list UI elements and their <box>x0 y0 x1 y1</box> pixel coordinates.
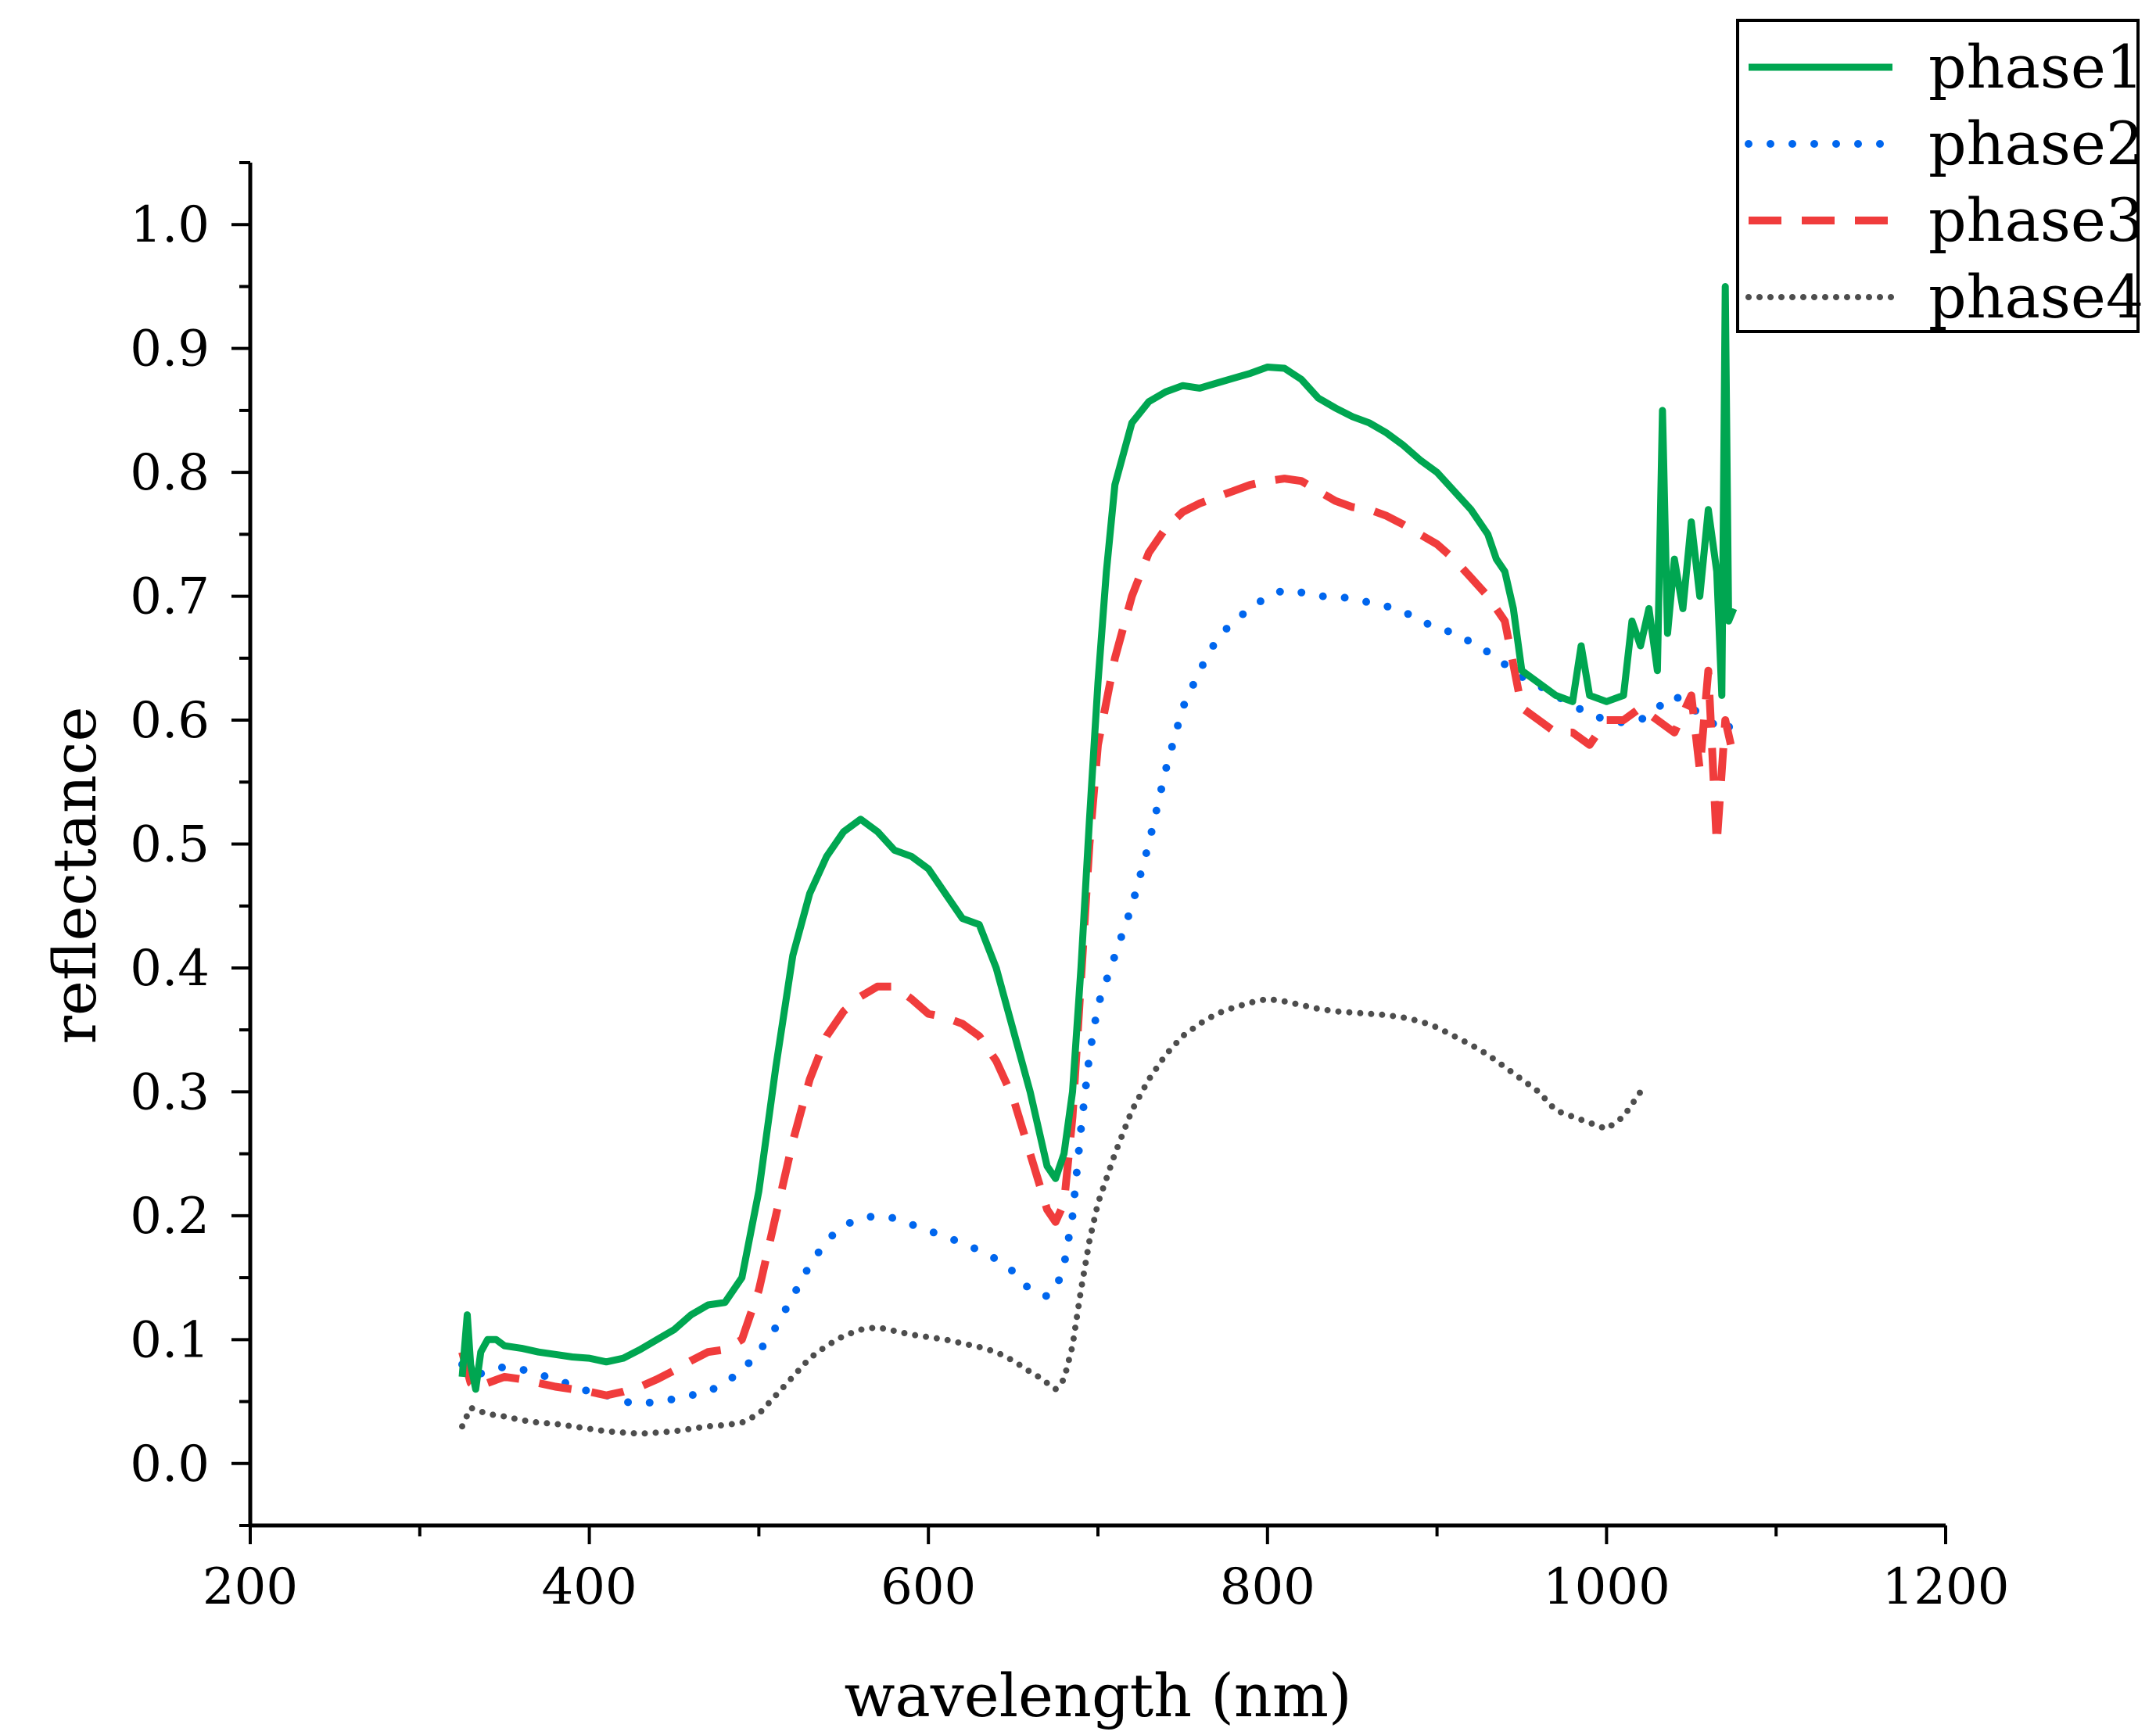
y-tick-label: 0.4 <box>130 940 210 998</box>
legend-label-phase4: phase4 <box>1928 262 2143 332</box>
x-tick-label: 1200 <box>1882 1558 2010 1616</box>
x-tick-label: 1000 <box>1543 1558 1670 1616</box>
series-line-phase3 <box>458 475 1738 1400</box>
legend-label-phase3: phase3 <box>1928 185 2143 255</box>
y-tick-label: 0.0 <box>130 1436 210 1493</box>
y-tick-label: 0.2 <box>130 1188 210 1246</box>
y-tick-label: 0.5 <box>130 816 210 874</box>
y-tick-label: 0.9 <box>130 321 210 378</box>
series-line-phase1 <box>458 283 1738 1393</box>
legend-label-phase1: phase1 <box>1928 32 2143 102</box>
y-tick-label: 1.0 <box>130 196 210 254</box>
legend-label-phase2: phase2 <box>1928 109 2143 178</box>
series-line-phase4 <box>459 995 1644 1437</box>
legend-box <box>1736 19 2140 333</box>
y-tick-label: 0.8 <box>130 444 210 502</box>
x-tick-label: 200 <box>203 1558 298 1616</box>
x-tick-label: 400 <box>542 1558 637 1616</box>
y-tick-label: 0.7 <box>130 568 210 626</box>
y-tick-label: 0.3 <box>130 1063 210 1121</box>
plot-area: 200 400 600 800 1000 1200 0.0 0.1 0.2 0.3 0.4 0.5 0.… <box>130 161 2010 1616</box>
y-axis-title: reflectance <box>40 707 109 1045</box>
ticks-layer: 200 400 600 800 1000 1200 0.0 0.1 0.2 0.3 0.4 0.5 0.… <box>130 161 2010 1616</box>
series-layer <box>458 283 1738 1437</box>
x-tick-label: 800 <box>1220 1558 1315 1616</box>
x-axis-title: wavelength (nm) <box>844 1661 1351 1730</box>
x-tick-label: 600 <box>881 1558 976 1616</box>
y-tick-label: 0.1 <box>130 1311 210 1369</box>
y-tick-label: 0.6 <box>130 692 210 750</box>
series-line-phase2 <box>458 586 1738 1408</box>
